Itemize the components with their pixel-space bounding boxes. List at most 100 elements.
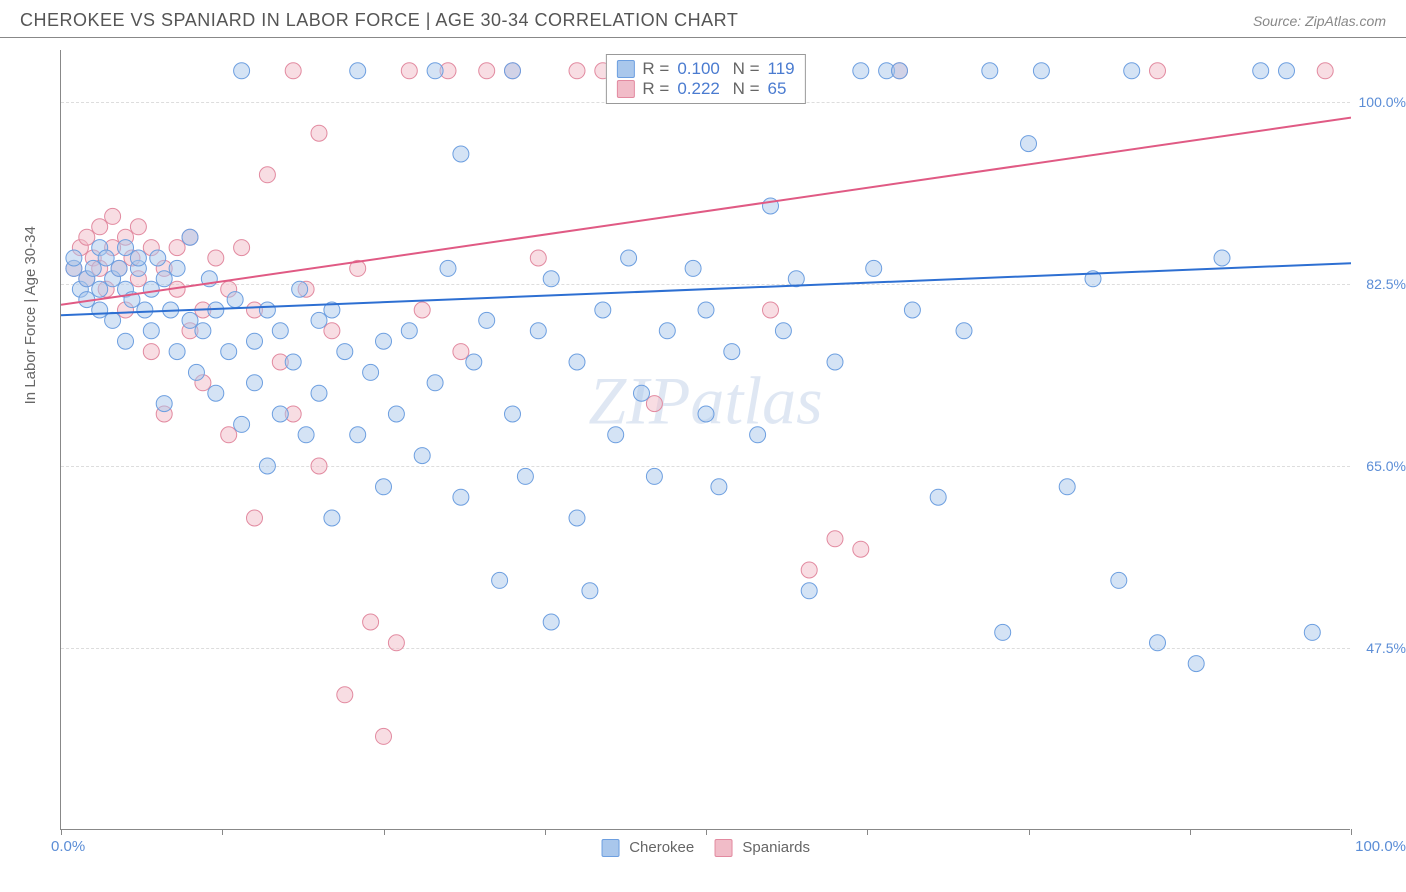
- data-point: [427, 63, 443, 79]
- data-point: [92, 281, 108, 297]
- data-point: [827, 354, 843, 370]
- x-axis-min-label: 0.0%: [51, 838, 85, 855]
- data-point: [182, 229, 198, 245]
- data-point: [247, 375, 263, 391]
- data-point: [698, 406, 714, 422]
- data-point: [221, 344, 237, 360]
- data-point: [401, 63, 417, 79]
- data-point: [801, 583, 817, 599]
- data-point: [350, 63, 366, 79]
- data-point: [143, 344, 159, 360]
- data-point: [1059, 479, 1075, 495]
- data-point: [118, 240, 134, 256]
- data-point: [311, 458, 327, 474]
- data-point: [156, 271, 172, 287]
- data-point: [1214, 250, 1230, 266]
- n-value-cherokee: 119: [768, 59, 795, 79]
- legend-swatch-cherokee: [601, 839, 619, 857]
- data-point: [466, 354, 482, 370]
- data-point: [298, 427, 314, 443]
- data-point: [272, 406, 288, 422]
- r-value-spaniards: 0.222: [677, 79, 720, 99]
- data-point: [479, 312, 495, 328]
- data-point: [111, 260, 127, 276]
- data-point: [646, 396, 662, 412]
- data-point: [427, 375, 443, 391]
- data-point: [530, 323, 546, 339]
- data-point: [569, 63, 585, 79]
- data-point: [350, 427, 366, 443]
- y-tick-label: 65.0%: [1366, 458, 1406, 474]
- data-point: [150, 250, 166, 266]
- data-point: [234, 63, 250, 79]
- legend-swatch-spaniards: [616, 80, 634, 98]
- data-point: [156, 396, 172, 412]
- data-point: [543, 271, 559, 287]
- data-point: [492, 572, 508, 588]
- data-point: [1279, 63, 1295, 79]
- data-point: [85, 260, 101, 276]
- data-point: [1124, 63, 1140, 79]
- legend-stats: R = 0.100 N = 119 R = 0.222 N = 65: [605, 54, 805, 104]
- data-point: [479, 63, 495, 79]
- data-point: [930, 489, 946, 505]
- data-point: [195, 323, 211, 339]
- data-point: [311, 125, 327, 141]
- data-point: [169, 240, 185, 256]
- data-point: [1033, 63, 1049, 79]
- data-point: [105, 208, 121, 224]
- data-point: [272, 323, 288, 339]
- data-point: [1253, 63, 1269, 79]
- legend-stats-row-spaniards: R = 0.222 N = 65: [616, 79, 794, 99]
- data-point: [724, 344, 740, 360]
- data-point: [92, 219, 108, 235]
- n-label: N =: [728, 79, 760, 99]
- x-axis-max-label: 100.0%: [1355, 838, 1406, 855]
- chart-header: CHEROKEE VS SPANIARD IN LABOR FORCE | AG…: [0, 0, 1406, 38]
- data-point: [92, 302, 108, 318]
- data-point: [582, 583, 598, 599]
- y-tick-label: 100.0%: [1359, 94, 1406, 110]
- n-label: N =: [728, 59, 760, 79]
- data-point: [763, 302, 779, 318]
- data-point: [995, 624, 1011, 640]
- data-point: [208, 250, 224, 266]
- legend-series: Cherokee Spaniards: [601, 839, 810, 857]
- data-point: [685, 260, 701, 276]
- data-point: [634, 385, 650, 401]
- data-point: [169, 344, 185, 360]
- data-point: [66, 250, 82, 266]
- legend-item-spaniards: Spaniards: [714, 839, 810, 857]
- data-point: [750, 427, 766, 443]
- data-point: [853, 541, 869, 557]
- data-point: [892, 63, 908, 79]
- y-axis-title: In Labor Force | Age 30-34: [22, 226, 39, 404]
- data-point: [130, 250, 146, 266]
- data-point: [143, 323, 159, 339]
- data-point: [143, 281, 159, 297]
- n-value-spaniards: 65: [768, 79, 787, 99]
- data-point: [956, 323, 972, 339]
- data-point: [285, 63, 301, 79]
- y-tick-label: 82.5%: [1366, 276, 1406, 292]
- data-point: [1188, 656, 1204, 672]
- data-point: [543, 614, 559, 630]
- data-point: [337, 344, 353, 360]
- data-point: [775, 323, 791, 339]
- legend-label-cherokee: Cherokee: [629, 839, 694, 856]
- data-point: [569, 354, 585, 370]
- data-point: [595, 302, 611, 318]
- data-point: [414, 448, 430, 464]
- data-point: [311, 312, 327, 328]
- data-point: [1111, 572, 1127, 588]
- legend-swatch-spaniards: [714, 839, 732, 857]
- data-point: [517, 468, 533, 484]
- data-point: [453, 489, 469, 505]
- legend-swatch-cherokee: [616, 60, 634, 78]
- data-point: [698, 302, 714, 318]
- data-point: [401, 323, 417, 339]
- data-point: [1150, 63, 1166, 79]
- data-point: [505, 406, 521, 422]
- data-point: [608, 427, 624, 443]
- data-point: [247, 510, 263, 526]
